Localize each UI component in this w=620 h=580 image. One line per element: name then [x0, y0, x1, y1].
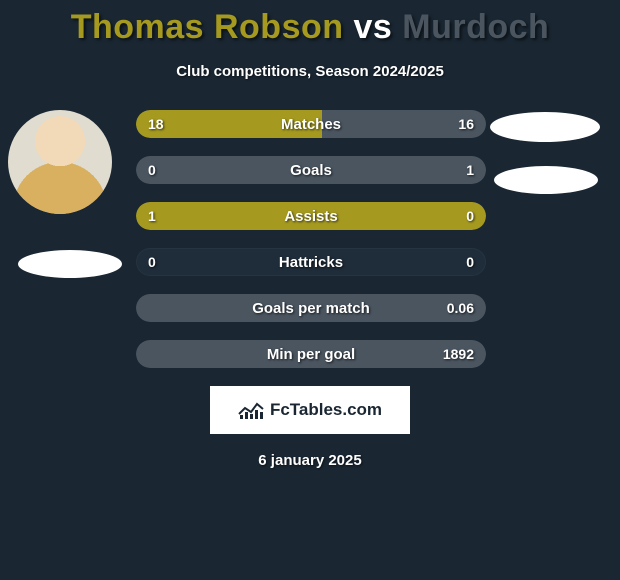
stat-fill-right	[136, 340, 486, 368]
footer-brand-text: FcTables.com	[270, 400, 382, 420]
footer-date: 6 january 2025	[0, 452, 620, 469]
stat-row: Goals01	[136, 156, 486, 184]
stat-row: Matches1816	[136, 110, 486, 138]
comparison-title: Thomas Robson vs Murdoch	[0, 0, 620, 47]
stat-fill-left	[136, 110, 322, 138]
stat-row: Goals per match0.06	[136, 294, 486, 322]
stat-row: Min per goal1892	[136, 340, 486, 368]
stat-value-right: 0	[466, 248, 474, 276]
vs-separator: vs	[353, 8, 392, 46]
footer-logo: FcTables.com	[210, 386, 410, 434]
stat-row: Assists10	[136, 202, 486, 230]
stat-fill-right	[136, 294, 486, 322]
subtitle: Club competitions, Season 2024/2025	[0, 63, 620, 80]
stat-label: Hattricks	[136, 248, 486, 276]
player2-name-pill	[494, 166, 598, 194]
stat-fill-right	[322, 110, 487, 138]
player1-avatar	[8, 110, 112, 214]
player2-name: Murdoch	[402, 8, 549, 46]
stats-rows: Matches1816 Goals01 Assists10 Hattricks0 0 Go…	[136, 110, 486, 368]
player1-name: Thomas Robson	[71, 8, 344, 46]
stat-value-left: 0	[148, 248, 156, 276]
stat-fill-right	[136, 156, 486, 184]
chart-icon	[238, 400, 264, 420]
stat-row: Hattricks0 0	[136, 248, 486, 276]
player2-avatar	[490, 112, 600, 142]
player1-name-pill	[18, 250, 122, 278]
avatar-placeholder-icon	[8, 110, 112, 214]
stat-fill-left	[136, 202, 486, 230]
stats-area: Matches1816 Goals01 Assists10 Hattricks0 0 Go…	[0, 110, 620, 368]
